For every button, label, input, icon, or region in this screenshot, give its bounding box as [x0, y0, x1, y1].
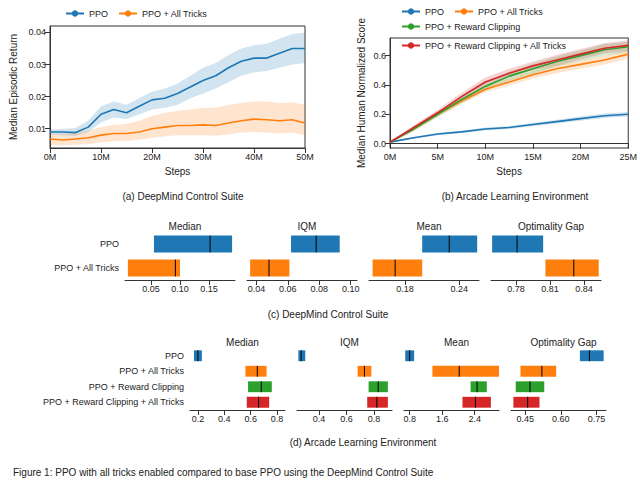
- svg-text:0.01: 0.01: [28, 124, 46, 134]
- svg-text:0.4: 0.4: [313, 414, 326, 424]
- svg-text:0.6: 0.6: [373, 51, 386, 61]
- svg-text:PPO: PPO: [89, 9, 108, 19]
- svg-text:(b) Arcade Learning Environmen: (b) Arcade Learning Environment: [442, 191, 589, 202]
- svg-text:0.04: 0.04: [248, 284, 266, 294]
- svg-text:Optimality Gap: Optimality Gap: [518, 221, 585, 232]
- svg-text:0.4: 0.4: [218, 414, 231, 424]
- svg-text:0.45: 0.45: [516, 414, 534, 424]
- svg-text:PPO + Reward Clipping + All Tr: PPO + Reward Clipping + All Tricks: [43, 397, 185, 407]
- svg-text:30M: 30M: [194, 152, 212, 162]
- svg-text:0.75: 0.75: [588, 414, 606, 424]
- svg-text:0.6: 0.6: [340, 414, 353, 424]
- svg-text:0.8: 0.8: [271, 414, 284, 424]
- svg-text:0.03: 0.03: [28, 60, 46, 70]
- svg-text:PPO + Reward Clipping: PPO + Reward Clipping: [425, 22, 520, 32]
- svg-text:0.10: 0.10: [342, 284, 360, 294]
- svg-text:0.02: 0.02: [28, 92, 46, 102]
- svg-text:0.4: 0.4: [373, 80, 386, 90]
- svg-text:0.8: 0.8: [403, 414, 416, 424]
- svg-text:0.78: 0.78: [507, 284, 525, 294]
- svg-text:15M: 15M: [524, 152, 542, 162]
- svg-text:0.60: 0.60: [552, 414, 570, 424]
- svg-text:PPO + Reward Clipping + All Tr: PPO + Reward Clipping + All Tricks: [425, 41, 567, 51]
- svg-text:0.8: 0.8: [368, 414, 381, 424]
- svg-text:0.18: 0.18: [396, 284, 414, 294]
- svg-text:PPO + All Tricks: PPO + All Tricks: [478, 7, 543, 17]
- svg-text:0.10: 0.10: [171, 284, 189, 294]
- svg-text:Mean: Mean: [444, 337, 469, 348]
- svg-text:Optimality Gap: Optimality Gap: [530, 337, 597, 348]
- svg-text:0.24: 0.24: [450, 284, 468, 294]
- svg-text:0M: 0M: [384, 152, 397, 162]
- svg-text:40M: 40M: [245, 152, 263, 162]
- svg-text:PPO + All Tricks: PPO + All Tricks: [54, 263, 119, 273]
- svg-text:0.15: 0.15: [200, 284, 218, 294]
- svg-text:Median: Median: [226, 337, 259, 348]
- svg-text:Median Human Normalized Score: Median Human Normalized Score: [356, 18, 367, 169]
- svg-text:IQM: IQM: [298, 221, 317, 232]
- svg-text:0.04: 0.04: [28, 27, 46, 37]
- svg-text:Steps: Steps: [165, 166, 191, 177]
- svg-text:PPO: PPO: [165, 351, 184, 361]
- svg-text:20M: 20M: [572, 152, 590, 162]
- svg-text:10M: 10M: [92, 152, 110, 162]
- svg-text:PPO + All Tricks: PPO + All Tricks: [119, 366, 184, 376]
- svg-text:0.08: 0.08: [311, 284, 329, 294]
- svg-text:(d) Arcade Learning Environmen: (d) Arcade Learning Environment: [290, 437, 437, 448]
- svg-text:5M: 5M: [431, 152, 444, 162]
- svg-text:0M: 0M: [44, 152, 57, 162]
- svg-text:0.6: 0.6: [244, 414, 257, 424]
- svg-text:(c) DeepMind Control Suite: (c) DeepMind Control Suite: [268, 309, 389, 320]
- svg-text:0.05: 0.05: [142, 284, 160, 294]
- svg-text:PPO + All Tricks: PPO + All Tricks: [142, 9, 207, 19]
- svg-text:10M: 10M: [477, 152, 495, 162]
- svg-text:1.6: 1.6: [436, 414, 449, 424]
- svg-text:(a) DeepMind Control Suite: (a) DeepMind Control Suite: [122, 191, 244, 202]
- svg-text:50M: 50M: [296, 152, 314, 162]
- svg-text:25M: 25M: [619, 152, 637, 162]
- svg-text:Median: Median: [169, 221, 202, 232]
- svg-text:20M: 20M: [143, 152, 161, 162]
- svg-text:Figure 1: PPO with all tricks: Figure 1: PPO with all tricks enabled co…: [13, 467, 434, 478]
- svg-text:Median Episodic Return: Median Episodic Return: [8, 34, 19, 140]
- svg-text:0.2: 0.2: [192, 414, 205, 424]
- svg-text:2.4: 2.4: [468, 414, 481, 424]
- svg-text:Steps: Steps: [496, 166, 522, 177]
- svg-text:0.0: 0.0: [373, 139, 386, 149]
- svg-text:PPO: PPO: [425, 7, 444, 17]
- svg-text:0.2: 0.2: [373, 109, 386, 119]
- svg-text:0.84: 0.84: [575, 284, 593, 294]
- svg-text:0.06: 0.06: [279, 284, 297, 294]
- svg-text:IQM: IQM: [340, 337, 359, 348]
- svg-text:Mean: Mean: [416, 221, 441, 232]
- svg-text:0.81: 0.81: [541, 284, 559, 294]
- svg-text:PPO + Reward Clipping: PPO + Reward Clipping: [89, 382, 184, 392]
- svg-text:PPO: PPO: [100, 239, 119, 249]
